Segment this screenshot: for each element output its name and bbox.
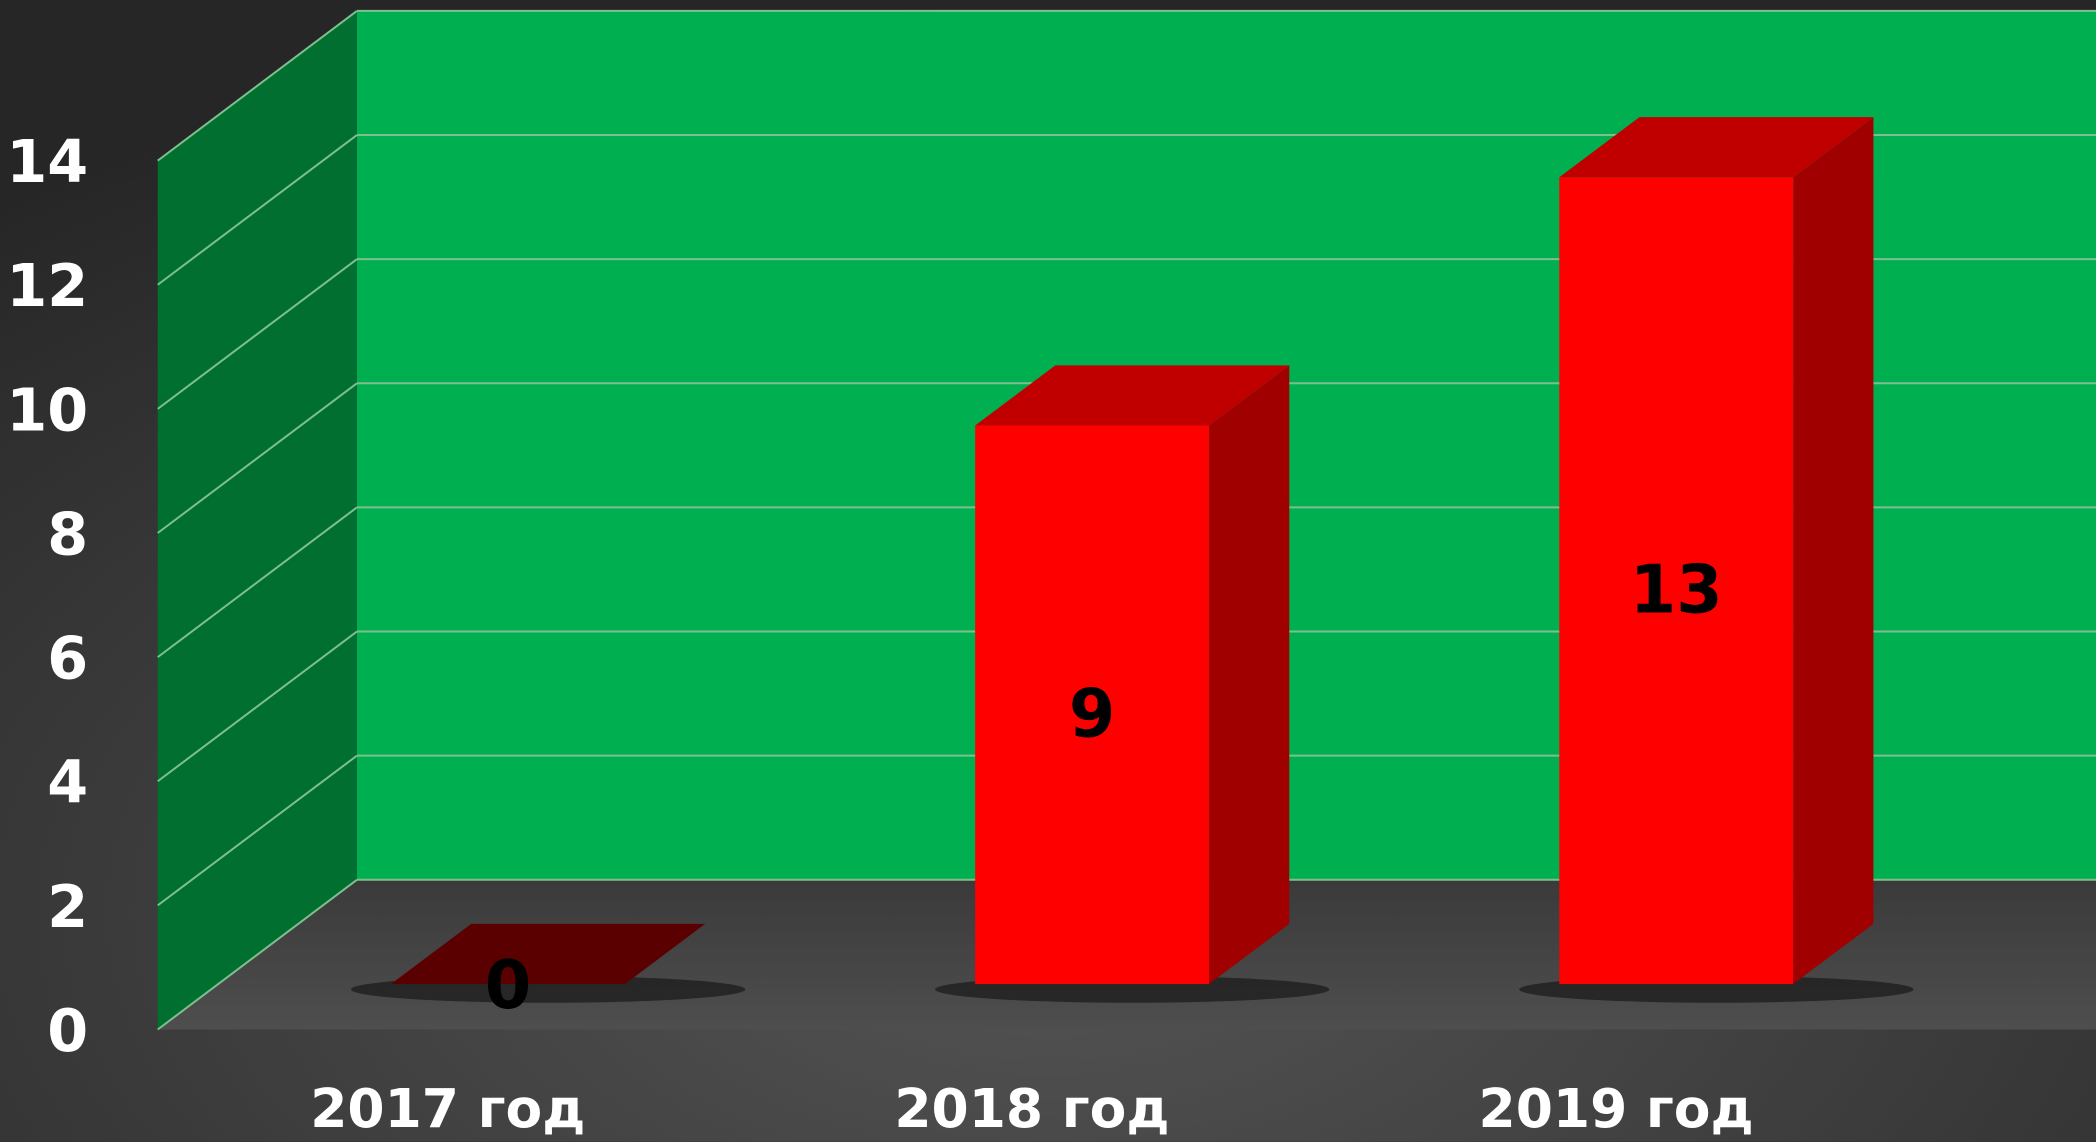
x-tick-label: 2018 год <box>894 1077 1169 1140</box>
bar-top <box>390 923 706 985</box>
value-label: 13 <box>1630 551 1723 629</box>
y-tick-label: 10 <box>6 375 88 444</box>
grid-line <box>157 258 358 410</box>
y-tick-label: 8 <box>47 499 88 568</box>
grid-line <box>157 134 358 286</box>
y-tick-label: 4 <box>47 748 88 817</box>
grid-line <box>157 630 358 783</box>
bar-side <box>1209 365 1290 985</box>
grid-line <box>157 382 358 534</box>
value-label: 0 <box>485 946 531 1024</box>
bar-top <box>1559 117 1874 178</box>
y-tick-label: 12 <box>6 251 88 320</box>
grid-line <box>157 754 358 907</box>
bar-front <box>1559 177 1794 985</box>
y-tick-label: 2 <box>47 872 88 941</box>
y-tick-label: 14 <box>6 127 88 196</box>
grid-line <box>157 878 358 1031</box>
bar-front <box>975 425 1210 985</box>
x-tick-label: 2017 год <box>310 1077 585 1140</box>
bar-side <box>1793 117 1874 985</box>
x-tick-label: 2019 год <box>1479 1077 1754 1140</box>
grid-line <box>157 506 358 658</box>
side-wall <box>157 10 357 1030</box>
y-tick-label: 0 <box>47 996 88 1065</box>
bar-top <box>975 365 1290 426</box>
grid-line <box>157 10 358 162</box>
value-label: 9 <box>1069 675 1115 753</box>
y-tick-label: 6 <box>47 624 88 693</box>
